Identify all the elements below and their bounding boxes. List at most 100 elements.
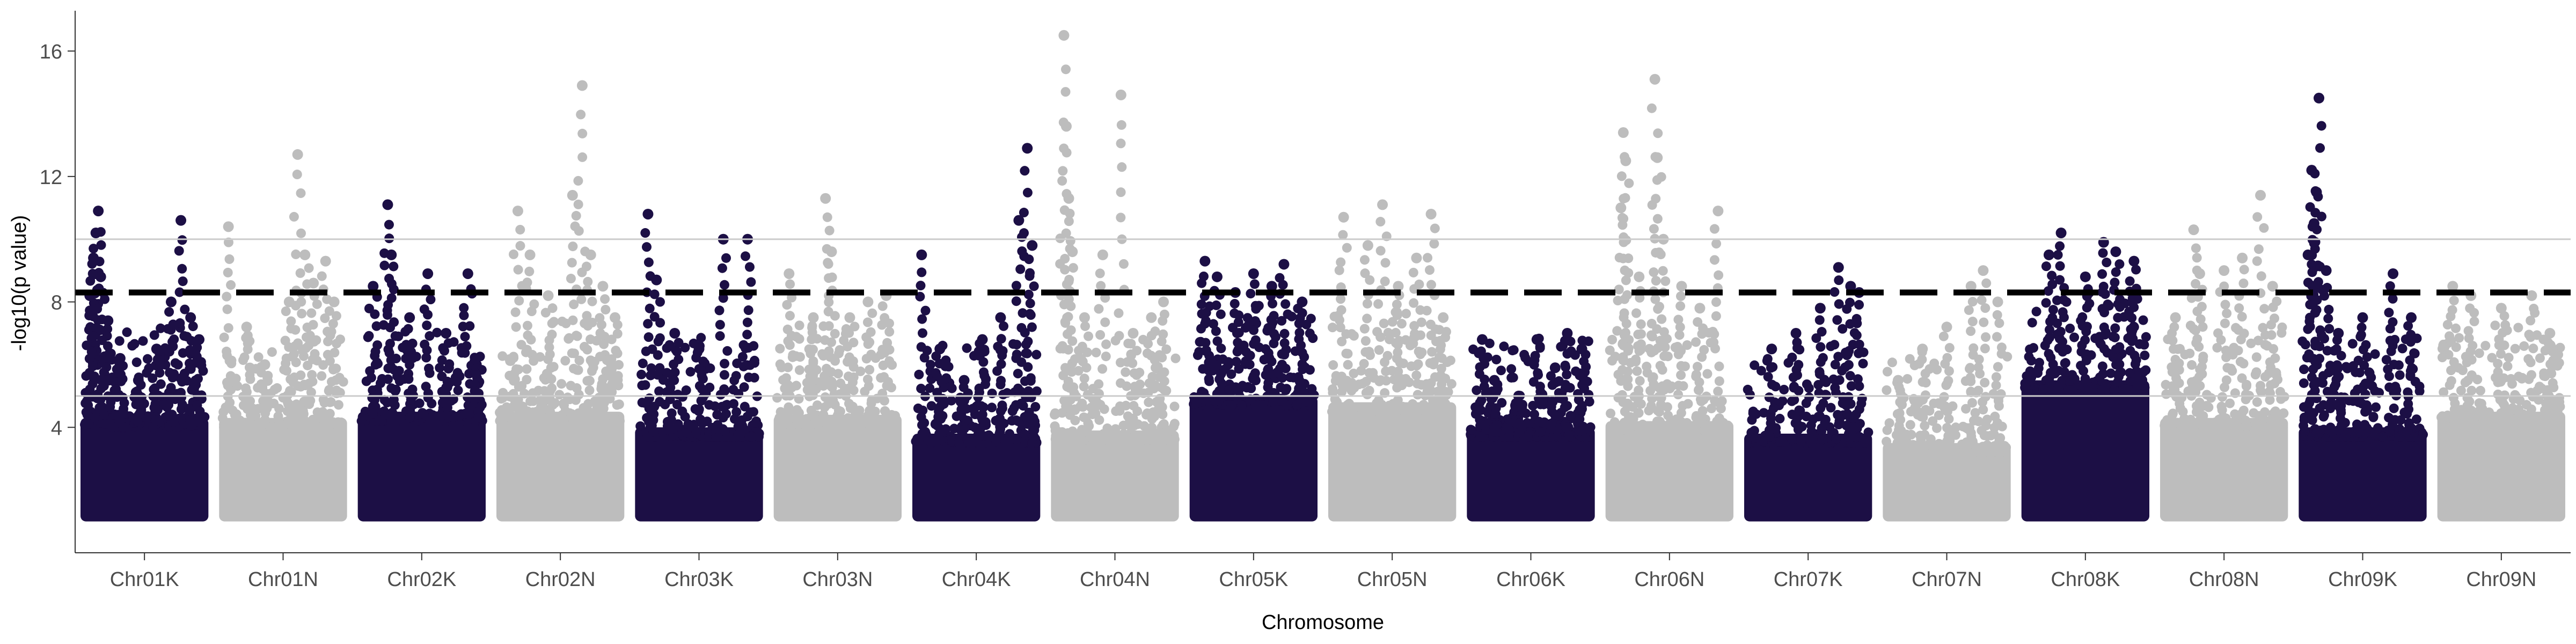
snp-point-chr06n xyxy=(1707,404,1717,414)
snp-point-chr07n xyxy=(1982,440,1992,450)
snp-point-chr03k xyxy=(720,426,730,436)
snp-point-chr04k xyxy=(978,431,989,441)
snp-point-chr08k xyxy=(2034,357,2044,368)
snp-point-chr07k xyxy=(1829,287,1840,297)
snp-point-chr09k xyxy=(2386,346,2396,356)
peak-point-chr02k xyxy=(386,249,397,260)
snp-point-chr05k xyxy=(1214,386,1224,396)
snp-point-chr06n xyxy=(1619,214,1629,224)
snp-point-chr02n xyxy=(606,334,617,345)
snp-point-chr01n xyxy=(304,378,314,389)
snp-point-chr01n xyxy=(298,422,309,433)
snp-point-chr08k xyxy=(2108,352,2118,362)
snp-point-chr07n xyxy=(1944,414,1954,424)
snp-point-chr02n xyxy=(587,296,597,306)
snp-point-chr08n xyxy=(2277,421,2287,431)
snp-point-chr04n xyxy=(1114,331,1124,341)
snp-point-chr06n xyxy=(1621,327,1631,338)
snp-point-chr06n xyxy=(1656,172,1666,182)
bulk-band-chr04k xyxy=(912,433,1041,522)
snp-point-chr07k xyxy=(1833,409,1843,420)
snp-point-chr05k xyxy=(1277,316,1287,326)
snp-point-chr03k xyxy=(655,318,665,328)
snp-point-chr08n xyxy=(2172,418,2182,428)
snp-point-chr04k xyxy=(963,437,974,448)
snp-point-chr02n xyxy=(583,276,593,287)
snp-point-chr03n xyxy=(827,272,837,282)
snp-point-chr07n xyxy=(1882,367,1892,377)
snp-point-chr04n xyxy=(1158,409,1168,420)
snp-point-chr07k xyxy=(1787,409,1797,420)
snp-point-chr04k xyxy=(939,399,949,409)
snp-point-chr06n xyxy=(1634,408,1644,418)
snp-point-chr04n xyxy=(1121,367,1131,377)
peak-point-chr01k xyxy=(103,315,114,326)
snp-point-chr04n xyxy=(1083,418,1093,428)
snp-point-chr03k xyxy=(640,398,650,408)
snp-point-chr04k xyxy=(916,281,926,291)
snp-point-chr07n xyxy=(1958,421,1968,431)
snp-point-chr04n xyxy=(1080,321,1090,331)
snp-point-chr01n xyxy=(328,319,338,329)
snp-point-chr03k xyxy=(704,431,714,442)
snp-point-chr05n xyxy=(1414,347,1424,357)
snp-point-chr08n xyxy=(2236,334,2246,345)
snp-point-chr08k xyxy=(2127,313,2137,323)
snp-point-chr02n xyxy=(568,315,578,325)
snp-point-chr09k xyxy=(2358,345,2368,355)
snp-point-chr08k xyxy=(2132,381,2142,391)
snp-point-chr05k xyxy=(1236,400,1247,411)
snp-point-chr01k xyxy=(185,408,195,418)
snp-point-chr02n xyxy=(591,416,602,426)
snp-point-chr04k xyxy=(1019,208,1029,218)
snp-point-chr06n xyxy=(1710,343,1720,354)
snp-point-chr04n xyxy=(1158,316,1168,326)
snp-point-chr03n xyxy=(788,350,798,360)
snp-point-chr08n xyxy=(2226,422,2236,433)
snp-point-chr08n xyxy=(2222,308,2232,318)
snp-point-chr05k xyxy=(1197,393,1208,404)
snp-point-chr09k xyxy=(2319,291,2330,301)
snp-point-chr05n xyxy=(1373,299,1384,309)
peak-point-chr04n xyxy=(1058,30,1070,41)
snp-point-chr07n xyxy=(1902,374,1913,384)
snp-point-chr05k xyxy=(1230,298,1240,309)
snp-point-chr04n xyxy=(1066,325,1076,335)
snp-point-chr01n xyxy=(303,360,313,370)
bulk-band-chr03k xyxy=(635,427,763,522)
snp-point-chr02k xyxy=(384,273,394,283)
snp-point-chr03n xyxy=(810,419,821,429)
snp-point-chr09k xyxy=(2323,313,2333,324)
snp-point-chr04k xyxy=(934,406,944,416)
bulk-band-chr01n xyxy=(219,418,347,522)
snp-point-chr08k xyxy=(2129,350,2140,361)
snp-point-chr03n xyxy=(835,406,845,416)
snp-point-chr06n xyxy=(1622,416,1633,427)
snp-point-chr02n xyxy=(583,321,593,331)
snp-point-chr04n xyxy=(1060,265,1070,275)
snp-point-chr09n xyxy=(2446,311,2456,321)
snp-point-chr06n xyxy=(1619,194,1629,204)
peak-point-chr04n xyxy=(1060,121,1072,132)
snp-point-chr04k xyxy=(987,402,997,413)
snp-point-chr03k xyxy=(750,418,760,428)
snp-point-chr07n xyxy=(1980,377,1990,387)
snp-point-chr02n xyxy=(526,306,537,317)
snp-point-chr03k xyxy=(646,363,656,374)
snp-point-chr01k xyxy=(138,336,148,346)
snp-point-chr02k xyxy=(368,401,378,412)
snp-point-chr04k xyxy=(1025,309,1035,319)
snp-point-chr02k xyxy=(475,352,485,362)
snp-point-chr06n xyxy=(1674,330,1685,340)
snp-point-chr09n xyxy=(2463,375,2473,385)
peak-point-chr04n xyxy=(1146,312,1157,323)
peak-point-chr09k xyxy=(2321,265,2332,276)
snp-point-chr06n xyxy=(1702,369,1713,379)
snp-point-chr04k xyxy=(920,305,931,316)
snp-point-chr02n xyxy=(515,224,525,235)
snp-point-chr07k xyxy=(1811,333,1821,343)
snp-point-chr02n xyxy=(524,411,534,421)
snp-point-chr05n xyxy=(1349,368,1359,378)
snp-point-chr01k xyxy=(169,417,179,427)
snp-point-chr01n xyxy=(325,330,335,340)
